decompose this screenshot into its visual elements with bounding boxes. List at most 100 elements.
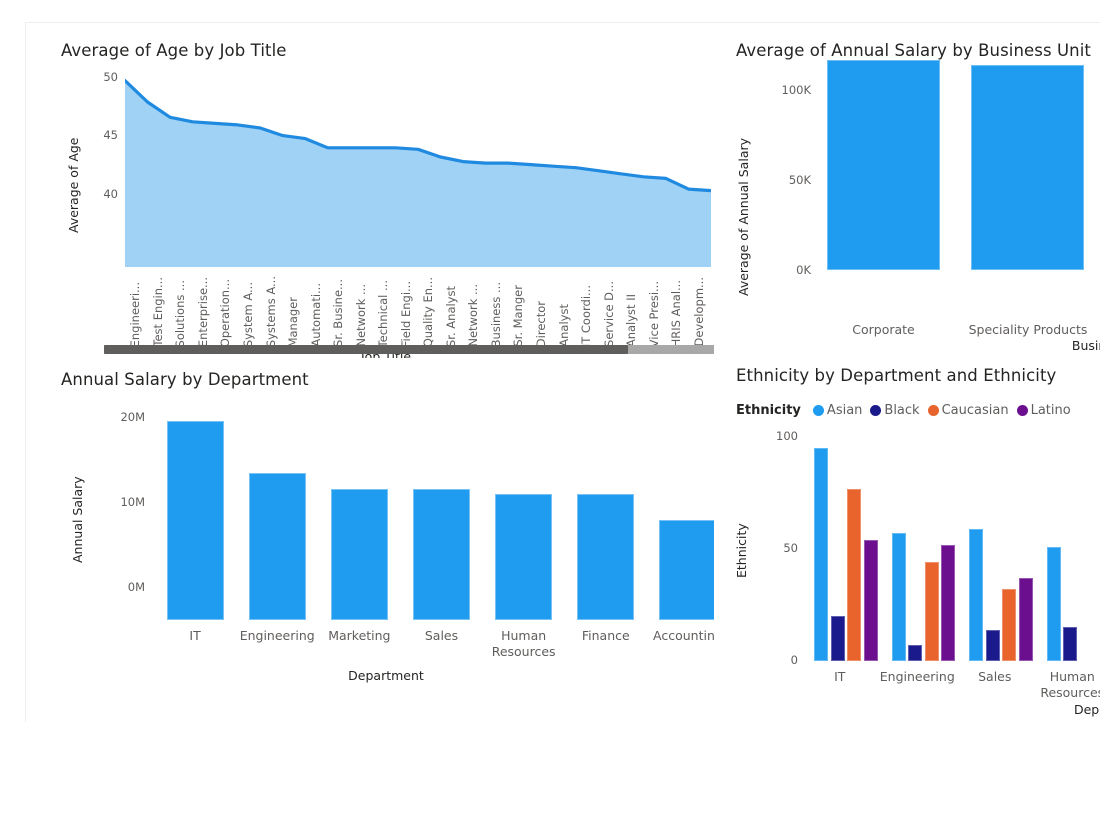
- x-category-label[interactable]: Network ...: [353, 284, 368, 347]
- x-category-label[interactable]: Vice Presi...: [646, 280, 661, 347]
- x-category-sales[interactable]: Sales: [978, 669, 1012, 684]
- bar-sales-caucasian[interactable]: [1002, 589, 1016, 661]
- visual-ethnicity-by-department[interactable]: Ethnicity by Department and Ethnicity Et…: [714, 358, 1100, 738]
- y-tick-100k: 100K: [781, 83, 812, 97]
- x-category-label[interactable]: Analyst: [556, 304, 571, 347]
- y-axis-title: Average of Age: [66, 137, 81, 233]
- bar-corporate[interactable]: [827, 60, 940, 270]
- legend-swatch-icon: [1016, 405, 1028, 416]
- bar-sales-latino[interactable]: [1018, 578, 1033, 661]
- legend-item-caucasian[interactable]: Caucasian: [927, 403, 1009, 418]
- bar-human-resources-black[interactable]: [1063, 627, 1077, 661]
- visual-title: Annual Salary by Department: [61, 370, 309, 389]
- visual-average-age-by-job-title[interactable]: Average of Age by Job Title Average of A…: [36, 28, 736, 364]
- bar-sales-asian[interactable]: [969, 528, 983, 661]
- x-category-engineering[interactable]: Engineering: [879, 669, 955, 684]
- x-category-label[interactable]: Solutions ...: [173, 279, 188, 347]
- x-category-label[interactable]: Director: [533, 300, 548, 347]
- x-category-it[interactable]: IT: [189, 628, 201, 643]
- x-category-label[interactable]: Quality En...: [421, 276, 436, 347]
- x-category-it[interactable]: IT: [834, 669, 846, 684]
- bar-marketing[interactable]: [330, 488, 388, 620]
- x-category-marketing[interactable]: Marketing: [328, 628, 391, 643]
- x-category-finance[interactable]: Finance: [581, 628, 630, 643]
- y-tick-20m: 20M: [120, 410, 145, 424]
- x-category-human-resources[interactable]: Human Resources: [1040, 669, 1100, 700]
- visual-title: Average of Age by Job Title: [61, 41, 287, 60]
- y-tick-45: 45: [103, 128, 118, 142]
- bar-accounting[interactable]: [659, 519, 717, 620]
- bar-it-caucasian[interactable]: [847, 488, 861, 661]
- legend-item-black[interactable]: Black: [870, 403, 920, 418]
- clustered-bar-plot-area[interactable]: 100 50 0 IT Engineering Sales Human Resourc…: [776, 429, 1100, 700]
- x-category-human-resources[interactable]: Human Resources: [491, 628, 556, 659]
- x-category-label[interactable]: HRIS Anal...: [669, 279, 684, 347]
- legend-swatch-icon: [870, 405, 882, 416]
- x-category-label[interactable]: Automati...: [308, 283, 323, 347]
- visual-title: Ethnicity by Department and Ethnicity: [736, 366, 1057, 385]
- x-category-label[interactable]: Analyst II: [624, 293, 639, 347]
- y-tick-0m: 0M: [127, 580, 145, 594]
- legend[interactable]: Ethnicity Asian Black Caucasian Latino: [736, 403, 1075, 418]
- x-category-label[interactable]: Sr. Analyst: [443, 286, 458, 347]
- x-category-label[interactable]: Operation...: [218, 278, 233, 347]
- x-axis-title: Department: [348, 668, 424, 683]
- x-category-label[interactable]: Developm...: [691, 277, 706, 347]
- x-category-label[interactable]: Sr. Manger: [511, 285, 526, 347]
- bar-engineering-asian[interactable]: [891, 533, 906, 661]
- legend-item-latino[interactable]: Latino: [1016, 403, 1071, 418]
- legend-swatch-icon: [927, 405, 939, 416]
- x-category-accounting[interactable]: Accounting: [653, 628, 723, 643]
- area-series-svg: [125, 79, 711, 267]
- bar-speciality-products[interactable]: [971, 65, 1084, 270]
- legend-label: Caucasian: [941, 403, 1009, 418]
- x-category-label[interactable]: Systems A...: [263, 275, 278, 347]
- visual-annual-salary-by-department[interactable]: Annual Salary by Department Annual Salar…: [36, 358, 736, 698]
- bar-sales[interactable]: [413, 488, 470, 620]
- area-plot-area[interactable]: [125, 76, 711, 267]
- y-tick-40: 40: [103, 187, 118, 201]
- y-tick-10m: 10M: [120, 495, 145, 509]
- bar-plot-area[interactable]: 100K 50K 0K Corporate Speciality Product…: [782, 60, 1100, 337]
- x-category-corporate: Corporate: [852, 322, 915, 337]
- x-category-label[interactable]: Field Engi...: [398, 280, 413, 347]
- bar-it[interactable]: [166, 421, 224, 620]
- legend-item-asian[interactable]: Asian: [812, 403, 862, 418]
- x-category-label[interactable]: Sr. Busine...: [331, 279, 346, 347]
- legend-swatch-icon: [812, 405, 824, 416]
- scrollbar-thumb[interactable]: [104, 345, 629, 354]
- x-category-label[interactable]: Network ...: [466, 284, 481, 347]
- x-category-label[interactable]: Technical ...: [376, 279, 391, 347]
- bar-human-resources[interactable]: [495, 493, 553, 620]
- bar-engineering[interactable]: [248, 472, 306, 620]
- bar-human-resources-asian[interactable]: [1046, 546, 1061, 661]
- bar-engineering-latino[interactable]: [941, 544, 955, 661]
- bar-engineering-caucasian[interactable]: [924, 562, 939, 661]
- visual-average-salary-by-business-unit[interactable]: Average of Annual Salary by Business Uni…: [714, 28, 1100, 358]
- y-axis-title: Average of Annual Salary: [736, 137, 751, 296]
- y-tick-50: 50: [103, 70, 118, 84]
- horizontal-scrollbar[interactable]: [104, 345, 728, 354]
- x-category-label[interactable]: IT Coordi...: [579, 284, 594, 347]
- x-category-label[interactable]: Enterprise...: [195, 276, 210, 347]
- bar-finance[interactable]: [577, 493, 635, 620]
- bar-it-asian[interactable]: [814, 448, 828, 661]
- x-axis-title: Depar: [1073, 702, 1100, 717]
- x-category-label[interactable]: Business ...: [488, 281, 503, 347]
- bar-sales-black[interactable]: [985, 629, 1000, 661]
- x-category-label[interactable]: Test Engin...: [150, 277, 165, 347]
- legend-title: Ethnicity: [736, 403, 801, 418]
- x-category-sales[interactable]: Sales: [424, 628, 459, 643]
- visual-title: Average of Annual Salary by Business Uni…: [736, 41, 1091, 60]
- bar-plot-area[interactable]: 20M 10M 0M IT Engineering Marketing Sales Hu…: [120, 410, 729, 659]
- x-category-label[interactable]: Manager: [286, 296, 301, 347]
- x-category-label[interactable]: Service D...: [601, 281, 616, 347]
- bar-it-latino[interactable]: [863, 540, 878, 661]
- y-tick-0k: 0K: [796, 263, 811, 277]
- x-category-label[interactable]: Engineeri...: [128, 281, 143, 347]
- bar-engineering-black[interactable]: [908, 645, 922, 661]
- bar-it-black[interactable]: [830, 616, 845, 661]
- x-category-label[interactable]: System A...: [240, 281, 255, 347]
- x-category-engineering[interactable]: Engineering: [239, 628, 315, 643]
